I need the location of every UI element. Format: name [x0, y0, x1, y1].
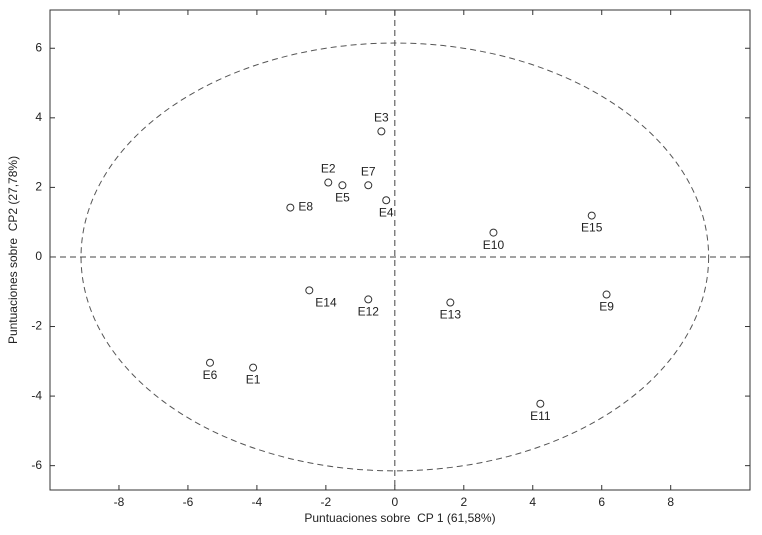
point-label: E3 [374, 111, 389, 125]
point [587, 211, 596, 220]
point-label: E6 [203, 368, 218, 382]
point [364, 295, 373, 304]
plot-frame [49, 9, 751, 491]
y-tick-label: -6 [31, 458, 42, 472]
point [324, 178, 333, 187]
point-label: E14 [315, 296, 337, 310]
x-tick-label: -6 [183, 495, 194, 509]
x-tick-label: 2 [460, 495, 467, 509]
y-tick-label: 2 [35, 180, 42, 194]
point-label: E1 [246, 373, 261, 387]
point-label: E12 [358, 305, 380, 319]
x-axis-label: Puntuaciones sobre CP 1 (61,58%) [304, 511, 495, 525]
point [364, 181, 373, 190]
x-tick-label: 0 [391, 495, 398, 509]
point [602, 290, 611, 299]
point-label: E2 [321, 162, 336, 176]
y-tick-label: -4 [31, 388, 42, 402]
point [305, 286, 314, 295]
point [382, 196, 391, 205]
x-tick-label: 4 [529, 495, 536, 509]
y-tick-label: 0 [35, 249, 42, 263]
point [338, 181, 347, 190]
point [536, 399, 545, 408]
point-label: E5 [335, 190, 350, 204]
y-tick-label: -2 [31, 319, 42, 333]
y-axis-label: Puntuaciones sobre CP2 (27,78%) [6, 156, 20, 344]
x-tick-label: 6 [598, 495, 605, 509]
point [489, 228, 498, 237]
x-tick-label: -8 [114, 495, 125, 509]
x-tick-label: 8 [667, 495, 674, 509]
point-label: E4 [379, 205, 394, 219]
point [377, 127, 386, 136]
point [206, 358, 214, 367]
point [446, 298, 455, 307]
point [286, 203, 295, 212]
y-tick-label: 4 [35, 110, 42, 124]
point-label: E9 [599, 300, 614, 314]
x-tick-label: -2 [321, 495, 332, 509]
y-tick-label: 6 [35, 40, 42, 54]
point [249, 363, 258, 372]
point-label: E15 [581, 221, 603, 235]
point-label: E11 [530, 409, 551, 423]
point-label: E8 [298, 200, 313, 214]
point-label: E13 [440, 308, 462, 322]
x-tick-label: -4 [252, 495, 263, 509]
point-label: E10 [483, 238, 505, 252]
ellipse [80, 42, 710, 472]
point-label: E7 [361, 164, 376, 178]
